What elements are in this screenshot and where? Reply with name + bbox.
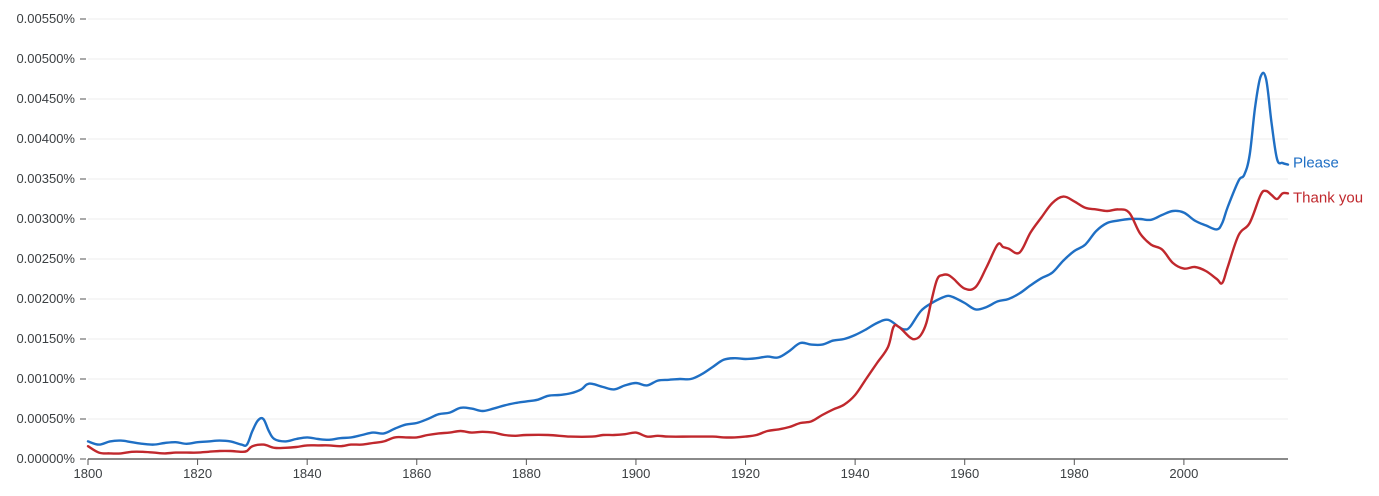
- y-tick-label: 0.00250%: [16, 251, 75, 266]
- x-tick-label: 1840: [293, 466, 322, 481]
- y-tick-label: 0.00050%: [16, 411, 75, 426]
- y-tick-label: 0.00550%: [16, 11, 75, 26]
- series-line-thank-you: [86, 189, 1290, 455]
- x-tick-label: 1800: [74, 466, 103, 481]
- series-labels: Please Thank you: [1293, 155, 1363, 207]
- x-tick-label: 1900: [621, 466, 650, 481]
- series-line-please: [86, 71, 1290, 448]
- y-tick-label: 0.00150%: [16, 331, 75, 346]
- y-axis: 0.00000% 0.00050% 0.00100% 0.00150% 0.00200%…: [16, 11, 86, 466]
- x-tick-label: 1940: [841, 466, 870, 481]
- series-lines: [86, 71, 1290, 455]
- x-tick-label: 1880: [512, 466, 541, 481]
- y-tick-label: 0.00100%: [16, 371, 75, 386]
- x-tick-label: 2000: [1169, 466, 1198, 481]
- gridlines: [88, 18, 1288, 420]
- x-tick-label: 1860: [402, 466, 431, 481]
- y-tick-label: 0.00000%: [16, 451, 75, 466]
- y-tick-label: 0.00300%: [16, 211, 75, 226]
- x-tick-label: 1960: [950, 466, 979, 481]
- y-tick-label: 0.00200%: [16, 291, 75, 306]
- x-axis: 1800 1820 1840 1860 1880 1900 1920 1940 1960 1980…: [74, 458, 1288, 481]
- series-label: Please: [1293, 155, 1339, 172]
- y-tick-label: 0.00400%: [16, 131, 75, 146]
- series-label: Thank you: [1293, 189, 1363, 206]
- y-tick-label: 0.00500%: [16, 51, 75, 66]
- y-tick-label: 0.00450%: [16, 91, 75, 106]
- y-tick-label: 0.00350%: [16, 171, 75, 186]
- x-tick-label: 1920: [731, 466, 760, 481]
- x-tick-label: 1820: [183, 466, 212, 481]
- x-tick-label: 1980: [1060, 466, 1089, 481]
